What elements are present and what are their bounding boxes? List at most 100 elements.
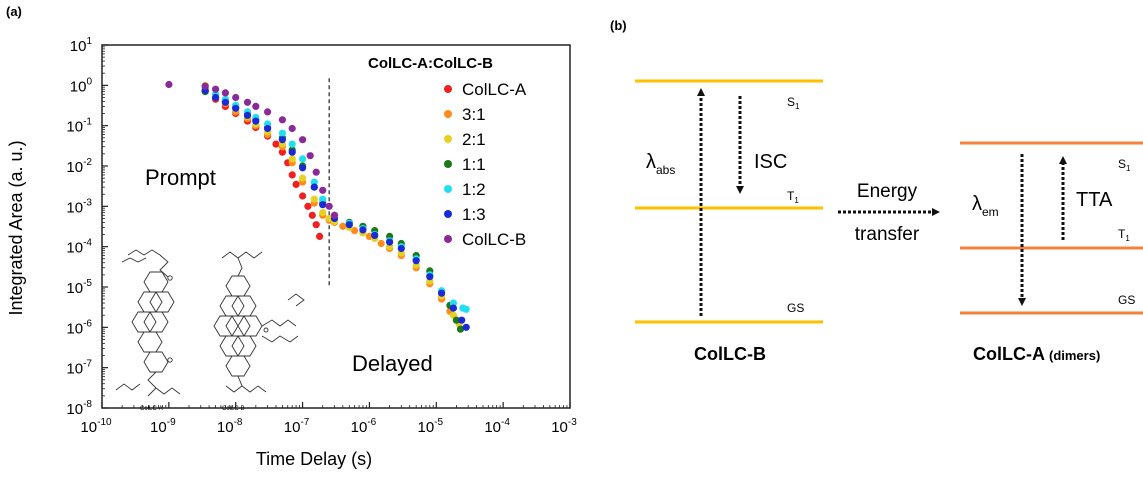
decay-chart: (a) 10-10 10-9 10-8 10-7 10-6 10-5 10-4 10-3 101… xyxy=(6,4,577,469)
legend-title: ColLC-A:ColLC-B xyxy=(368,55,493,72)
collc-a-gs-label: GS xyxy=(1118,293,1135,307)
data-point xyxy=(310,195,318,203)
x-tick-label: 10-5 xyxy=(417,417,443,436)
data-point xyxy=(288,124,296,133)
data-point xyxy=(221,98,229,106)
molecule-b-label: ColLC-B xyxy=(222,406,245,412)
data-point xyxy=(252,117,260,125)
data-point xyxy=(288,171,296,179)
y-tick-label: 10-2 xyxy=(66,157,92,176)
data-point xyxy=(308,211,316,219)
legend-entry: 1:1 xyxy=(462,155,486,174)
data-point xyxy=(299,174,307,182)
data-point xyxy=(288,140,296,148)
prompt-label: Prompt xyxy=(145,165,216,190)
y-tick-label: 10-3 xyxy=(66,197,92,216)
panel-a-label: (a) xyxy=(6,4,22,19)
collc-a-name: ColLC-A (dimers) xyxy=(973,344,1100,364)
molecule-a-structure xyxy=(115,249,181,397)
y-tick-label: 10-8 xyxy=(66,399,92,418)
data-point xyxy=(221,89,229,97)
data-point xyxy=(449,304,457,312)
data-point xyxy=(252,102,260,110)
data-point xyxy=(278,129,286,137)
data-point xyxy=(371,231,379,239)
data-point xyxy=(299,155,307,163)
lambda-em-label: λem xyxy=(972,193,999,219)
x-tick-label: 10-10 xyxy=(80,417,112,436)
collc-a-t1-label: T1 xyxy=(1118,227,1130,243)
legend-marker xyxy=(444,160,452,168)
data-point xyxy=(458,316,466,324)
panel-b: (b) S1 T1 GS λabs ISC Energy transfer S1… xyxy=(600,0,1143,475)
collc-b-s1-label: S1 xyxy=(787,95,800,111)
x-tick-label: 10-7 xyxy=(284,417,310,436)
data-point xyxy=(310,178,318,186)
x-tick-label: 10-3 xyxy=(551,417,577,436)
legend-entry: ColLC-B xyxy=(462,230,526,249)
data-point xyxy=(345,221,353,229)
legend-entry: 3:1 xyxy=(462,105,486,124)
data-point xyxy=(299,164,307,172)
data-point xyxy=(426,273,434,281)
data-point xyxy=(243,111,252,119)
y-tick-label: 10-6 xyxy=(66,318,92,337)
data-point xyxy=(212,85,220,93)
data-point xyxy=(264,108,272,116)
collc-b-name: ColLC-B xyxy=(694,344,766,364)
data-point xyxy=(299,136,307,144)
data-point xyxy=(292,180,300,188)
axis-tick-labels: 10-10 10-9 10-8 10-7 10-6 10-5 10-4 10-3 101 100 1… xyxy=(66,36,577,436)
data-point xyxy=(278,116,286,124)
transfer-label: transfer xyxy=(855,224,920,245)
y-tick-label: 10-4 xyxy=(66,238,92,257)
data-point xyxy=(316,232,324,240)
data-point xyxy=(386,238,394,246)
data-point xyxy=(377,239,385,248)
x-tick-label: 10-8 xyxy=(217,417,243,436)
data-point xyxy=(201,82,209,90)
y-tick-label: 100 xyxy=(70,76,93,95)
data-point xyxy=(243,98,252,106)
data-point xyxy=(272,140,280,148)
data-point xyxy=(310,183,318,191)
data-points xyxy=(165,80,470,333)
y-tick-label: 10-1 xyxy=(66,117,92,136)
energy-label: Energy xyxy=(857,181,918,202)
data-point xyxy=(312,221,320,229)
data-point xyxy=(319,186,327,194)
legend-marker xyxy=(444,135,452,143)
data-point xyxy=(449,299,457,307)
data-point xyxy=(412,257,420,265)
x-tick-label: 10-6 xyxy=(351,417,377,436)
data-point xyxy=(438,289,446,297)
data-point xyxy=(359,226,367,234)
data-point xyxy=(462,305,470,313)
data-point xyxy=(319,195,327,203)
delayed-label: Delayed xyxy=(352,351,433,376)
y-tick-label: 10-5 xyxy=(66,278,92,297)
data-point xyxy=(278,136,286,144)
data-point xyxy=(288,148,296,156)
data-point xyxy=(299,192,307,200)
data-point xyxy=(212,93,220,102)
data-point xyxy=(319,209,327,217)
collc-b-t1-label: T1 xyxy=(787,189,799,205)
legend-marker xyxy=(444,85,452,93)
legend: ColLC-A:ColLC-B ColLC-A 3:1 2:1 1:1 1:2 1:3 Co… xyxy=(368,55,527,249)
data-point xyxy=(330,211,339,219)
legend-marker xyxy=(444,235,452,243)
data-point xyxy=(278,148,286,156)
energy-diagram: (b) S1 T1 GS λabs ISC Energy transfer S1… xyxy=(610,18,1143,364)
data-point xyxy=(306,152,314,160)
collc-a-s1-label: S1 xyxy=(1118,157,1131,173)
data-point xyxy=(288,155,296,163)
legend-entry: 2:1 xyxy=(462,130,486,149)
x-axis-label: Time Delay (s) xyxy=(256,449,372,469)
data-point xyxy=(462,323,470,331)
data-point xyxy=(165,80,173,89)
molecule-a-label: ColLC-A xyxy=(140,406,163,412)
axis-ticks xyxy=(101,44,571,409)
legend-entry: 1:2 xyxy=(462,180,486,199)
data-point xyxy=(312,168,320,176)
